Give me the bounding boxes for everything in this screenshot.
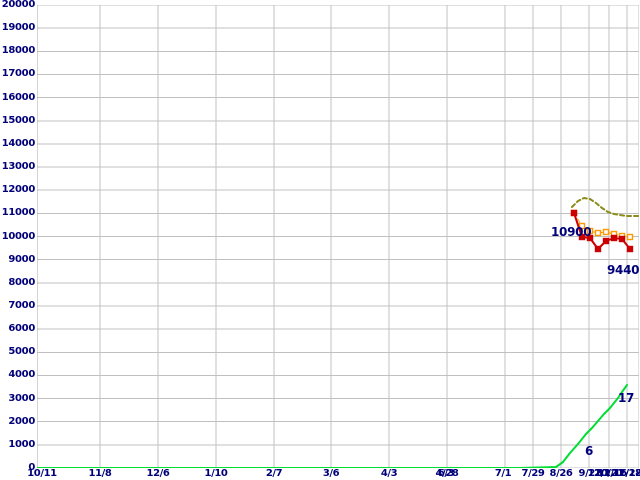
series-marker [626,245,634,253]
y-tick-label: 11000 [1,207,36,219]
y-tick-label: 2000 [8,415,35,427]
y-tick-label: 9000 [8,253,35,265]
series-line [37,384,628,468]
x-tick-label: 12/22 [612,468,640,479]
x-tick-label: 7/29 [521,468,545,479]
y-tick-label: 13000 [1,161,36,173]
y-tick-label: 0 [28,462,35,473]
y-tick-label: 17000 [1,68,36,80]
series-marker [578,222,586,230]
x-tick-label: 11/18 [612,468,640,479]
x-tick-label: 6/3 [437,468,455,479]
x-tick-label: 12/6 [146,468,170,479]
data-point-label: 6 [585,444,594,458]
x-tick-label: 4/3 [380,468,398,479]
x-tick-label: 8/26 [549,468,573,479]
x-tick-label: 12/1 [587,468,611,479]
data-point-label: 10900 [551,225,592,239]
series-marker [618,235,626,243]
x-tick-label: 12/16 [597,468,627,479]
y-tick-label: 6000 [8,323,35,335]
y-tick-label: 5000 [8,346,35,358]
series-marker [594,229,602,237]
y-tick-label: 20000 [1,0,36,10]
series-marker [586,234,594,242]
series-marker [594,245,602,253]
x-tick-label: 11/8 [88,468,112,479]
y-tick-label: 7000 [8,299,35,311]
y-tick-label: 8000 [8,276,35,288]
x-tick-label: 3/6 [322,468,340,479]
y-axis: 0 1000 2000 3000 4000 5000 6000 7000 8000 9000 100… [0,0,36,480]
y-tick-label: 10000 [1,230,36,242]
x-tick-label: 10/11 [27,468,57,479]
series-marker [610,234,618,242]
grid-lines [37,5,639,468]
y-tick-label: 16000 [1,91,36,103]
series-marker [626,233,634,241]
y-tick-label: 1000 [8,438,35,450]
series-marker [586,227,594,235]
y-tick-label: 18000 [1,45,36,57]
x-tick-label: 4/28 [435,468,459,479]
y-tick-label: 12000 [1,184,36,196]
y-tick-label: 19000 [1,22,36,34]
x-tick-label: 9/22 [578,468,602,479]
series-marker [602,228,610,236]
series-line [571,197,639,217]
x-tick-label: 10/21 [594,468,624,479]
y-tick-label: 3000 [8,392,35,404]
series-marker [578,233,586,241]
y-tick-label: 14000 [1,137,36,149]
plot-area [37,5,639,468]
x-tick-label: 7/1 [494,468,512,479]
data-point-label: 9440 [607,263,640,277]
data-point-label: 17 [618,391,635,405]
x-tick-label: 1/10 [204,468,228,479]
data-series-layer [37,197,639,468]
series-marker [602,237,610,245]
x-tick-label: 2/7 [265,468,283,479]
series-marker [570,209,578,217]
y-tick-label: 4000 [8,369,35,381]
y-tick-label: 15000 [1,114,36,126]
